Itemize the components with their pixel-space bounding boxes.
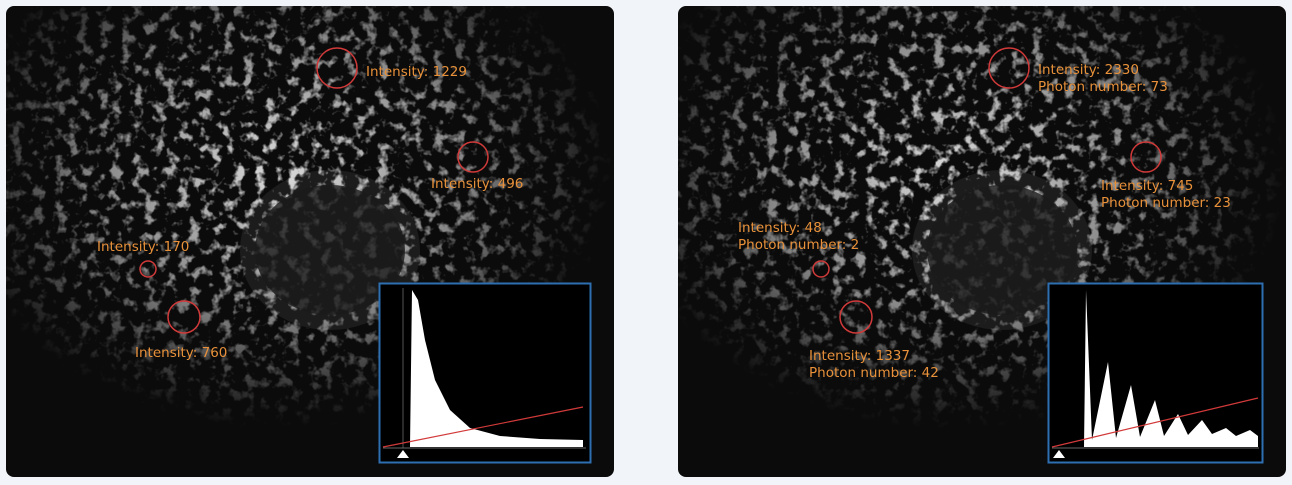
- measure-ring: [839, 300, 873, 334]
- measure-ring: [988, 47, 1030, 89]
- measure-ring: [167, 300, 201, 334]
- histogram-inset: [378, 282, 592, 464]
- photon-label: Photon number: 23: [1101, 195, 1231, 211]
- measure-ring: [1130, 141, 1162, 173]
- measure-ring: [812, 260, 830, 278]
- intensity-label: Intensity: 496: [431, 176, 523, 192]
- measure-ring: [457, 141, 489, 173]
- histogram-inset: [1047, 282, 1264, 464]
- intensity-label: Intensity: 1229: [366, 64, 467, 80]
- photon-label: Photon number: 2: [738, 237, 859, 253]
- intensity-label: Intensity: 760: [135, 345, 227, 361]
- panel: Intensity: 1229 Intensity: 496 Intensity…: [6, 6, 614, 477]
- intensity-label: Intensity: 48: [738, 220, 822, 236]
- panel: Intensity: 2330 Photon number: 73 Intens…: [678, 6, 1286, 477]
- intensity-label: Intensity: 170: [97, 239, 189, 255]
- photon-label: Photon number: 73: [1038, 79, 1168, 95]
- measure-ring: [139, 260, 157, 278]
- intensity-label: Intensity: 2330: [1038, 62, 1139, 78]
- photon-label: Photon number: 42: [809, 365, 939, 381]
- intensity-label: Intensity: 1337: [809, 348, 910, 364]
- measure-ring: [316, 47, 358, 89]
- intensity-label: Intensity: 745: [1101, 178, 1193, 194]
